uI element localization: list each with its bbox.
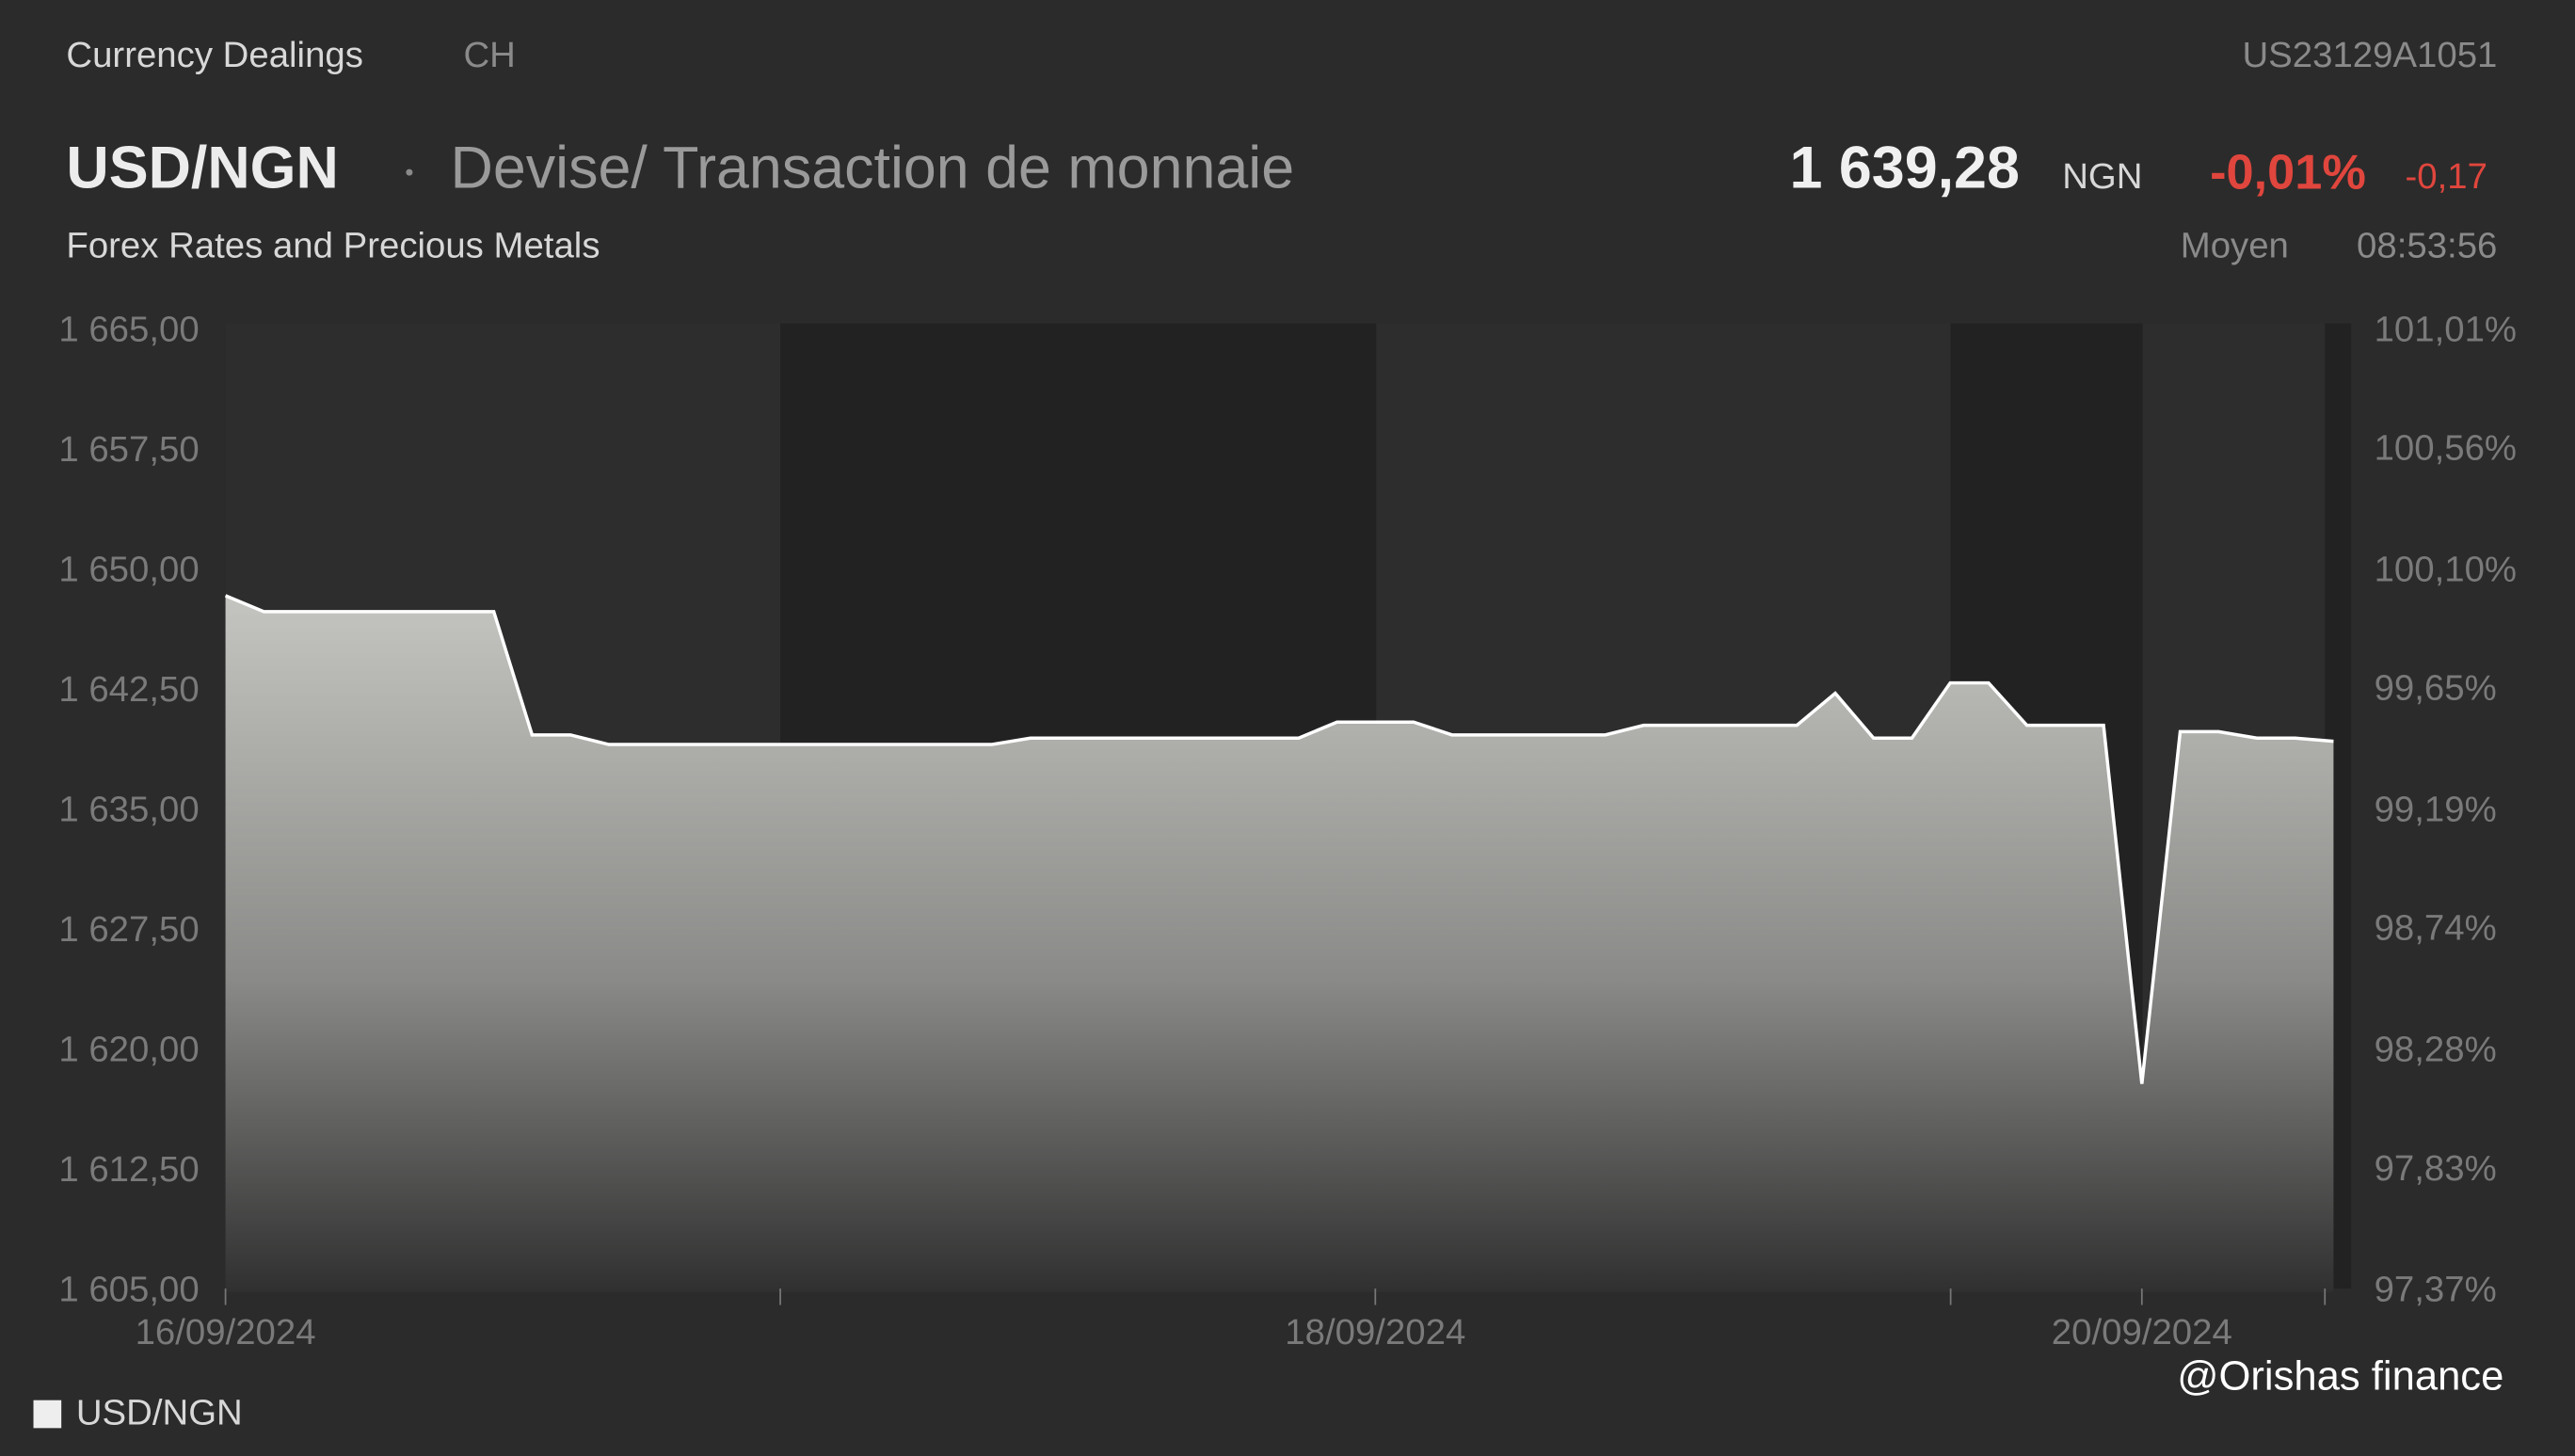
isin: US23129A1051 [2242, 35, 2497, 75]
legend-label[interactable]: USD/NGN [76, 1393, 243, 1433]
y2-tick-label: 98,28% [2375, 1030, 2497, 1070]
symbol: USD/NGN [66, 136, 338, 201]
price: 1 639,28 [1790, 136, 2020, 201]
currency: NGN [2062, 156, 2142, 197]
y2-tick-label: 97,83% [2375, 1148, 2497, 1189]
change-pct: -0,01% [2210, 145, 2366, 200]
area-fill [225, 595, 2334, 1292]
y2-tick-label: 100,56% [2375, 428, 2517, 469]
y-tick-label: 1 627,50 [58, 909, 199, 950]
change-abs: -0,17 [2405, 156, 2487, 197]
separator-dot [406, 168, 413, 176]
country: CH [463, 35, 515, 75]
section: Currency Dealings [66, 35, 363, 75]
y-tick-label: 1 642,50 [58, 669, 199, 710]
y-tick-label: 1 665,00 [58, 309, 199, 349]
plot: 1 605,00 1 612,50 1 620,00 1 627,50 1 635,00… [58, 309, 2517, 1352]
time: 08:53:56 [2357, 225, 2497, 265]
y-tick-label: 1 650,00 [58, 550, 199, 590]
x-tick-label: 20/09/2024 [2052, 1312, 2232, 1352]
price-type: Moyen [2181, 225, 2289, 265]
watermark: @Orishas finance [2177, 1354, 2503, 1400]
description: Devise/ Transaction de monnaie [451, 136, 1295, 201]
x-tick-label: 18/09/2024 [1285, 1312, 1465, 1352]
y2-tick-label: 99,19% [2375, 790, 2497, 830]
y-tick-label: 1 612,50 [58, 1149, 199, 1190]
y2-tick-label: 101,01% [2375, 309, 2517, 349]
y2-tick-label: 97,37% [2375, 1270, 2497, 1310]
y-tick-label: 1 620,00 [58, 1030, 199, 1070]
y-tick-label: 1 635,00 [58, 790, 199, 830]
y2-tick-label: 100,10% [2375, 550, 2517, 590]
legend-swatch [33, 1400, 62, 1429]
y2-tick-label: 99,65% [2375, 668, 2497, 709]
y-tick-label: 1 605,00 [58, 1270, 199, 1310]
y-tick-label: 1 657,50 [58, 429, 199, 470]
subtitle: Forex Rates and Precious Metals [66, 225, 600, 265]
y2-tick-label: 98,74% [2375, 908, 2497, 949]
x-tick-label: 16/09/2024 [136, 1312, 316, 1352]
line [224, 594, 2334, 1084]
